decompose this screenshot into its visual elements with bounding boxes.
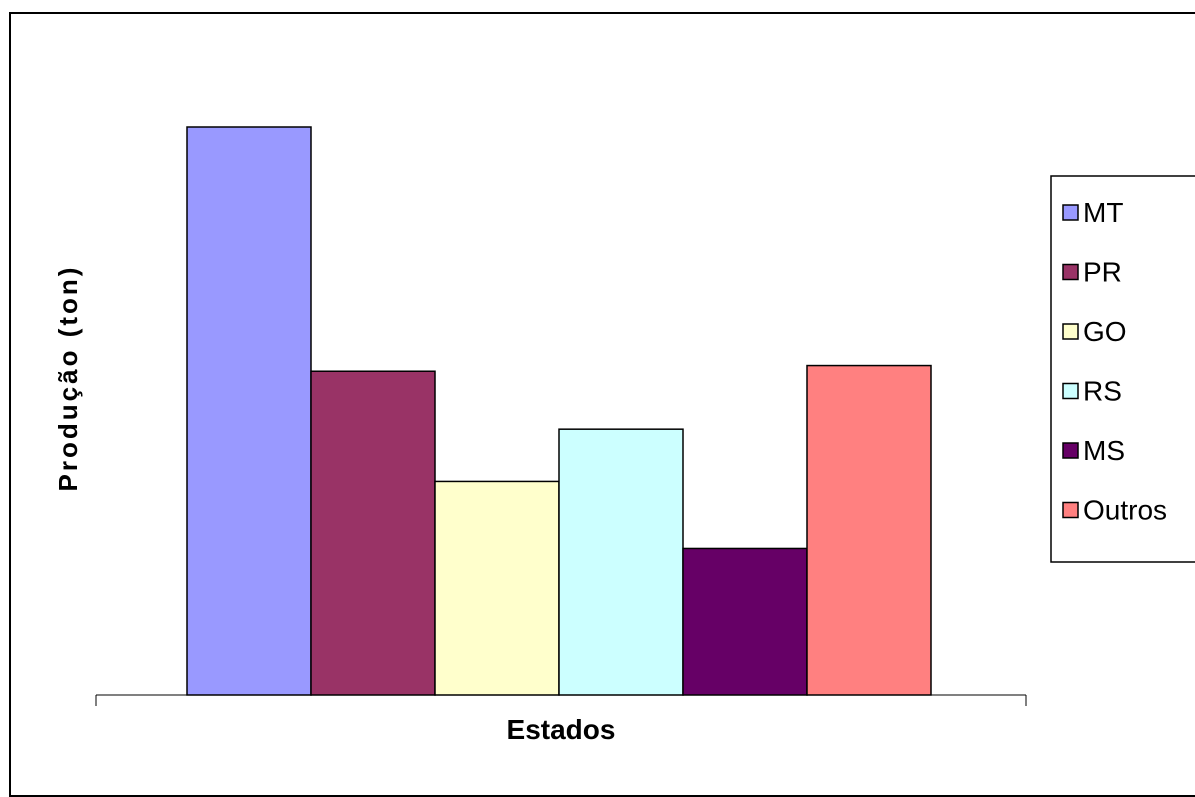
legend-label-mt: MT: [1083, 197, 1123, 228]
legend-label-rs: RS: [1083, 376, 1122, 407]
bars-group: [186, 126, 932, 696]
bar-pr: [310, 370, 436, 696]
legend-label-outros: Outros: [1083, 495, 1167, 526]
legend-swatch-pr: [1062, 263, 1079, 281]
bar-outros: [806, 364, 932, 696]
legend-label-pr: PR: [1083, 257, 1122, 288]
bar-ms: [682, 547, 808, 696]
legend: MT PR GO RS MS Outros: [1050, 175, 1195, 563]
bar-mt: [186, 126, 312, 696]
bar-rs: [558, 428, 684, 696]
legend-box: [1050, 175, 1195, 563]
legend-label-ms: MS: [1083, 435, 1125, 466]
legend-swatch-mt: [1062, 204, 1079, 221]
legend-swatch-rs: [1062, 382, 1079, 400]
y-axis-label: Produção (ton): [53, 265, 83, 492]
legend-swatch-ms: [1062, 442, 1079, 459]
legend-swatch-outros: [1062, 501, 1079, 519]
legend-swatch-go: [1062, 323, 1079, 340]
bar-go: [434, 480, 560, 696]
legend-label-go: GO: [1083, 316, 1127, 347]
x-axis-label: Estados: [507, 714, 616, 745]
